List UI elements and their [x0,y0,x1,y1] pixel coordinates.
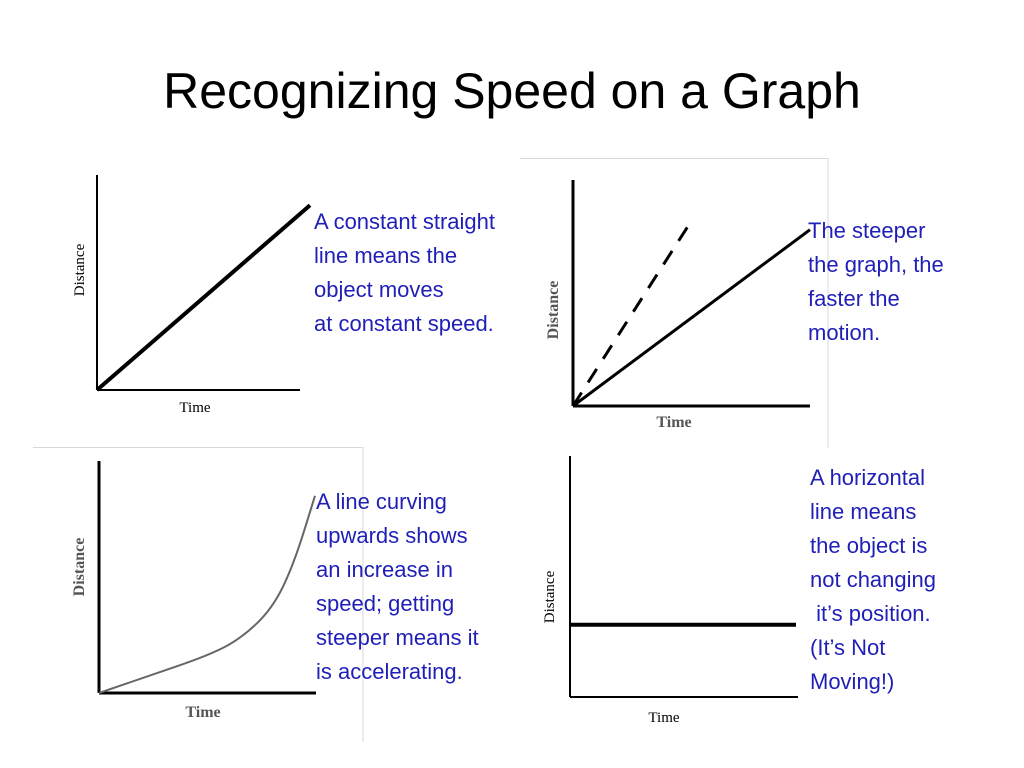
caption-line: line means [810,499,917,524]
y-axis-label: Distance [545,281,562,340]
caption-not-moving: A horizontal line means the object is no… [810,461,936,699]
dashed-distance-line [571,219,693,407]
caption-line: A line curving [316,489,447,514]
x-axis-label: Time [648,710,679,726]
x-axis-label: Time [656,414,691,431]
caption-steeper-faster: The steeper the graph, the faster the mo… [808,214,944,350]
distance-line [572,228,811,408]
y-axis-label: Distance [542,570,558,623]
caption-line: is accelerating. [316,659,463,684]
graph-not-moving: Time Distance [530,450,810,740]
caption-line: (It’s Not [810,635,886,660]
x-axis-label: Time [185,704,220,721]
caption-line: A constant straight [314,209,495,234]
caption-line: faster the [808,286,900,311]
caption-line: A horizontal [810,465,925,490]
caption-line: motion. [808,320,881,345]
caption-line: not changing [810,567,936,592]
graph-constant-speed: Time Distance [60,170,312,430]
slide-title: Recognizing Speed on a Graph [163,63,861,119]
caption-line: The steeper [808,218,926,243]
distance-curve [98,495,316,694]
distance-line [95,203,312,392]
caption-line: speed; getting [316,591,455,616]
caption-line: object moves [314,277,444,302]
caption-line: it’s position. [810,601,931,626]
caption-line: upwards shows [316,523,468,548]
caption-constant-speed: A constant straight line means the objec… [314,205,495,341]
caption-line: steeper means it [316,625,479,650]
y-axis-label: Distance [72,243,88,296]
x-axis-label: Time [179,400,210,416]
caption-line: at constant speed. [314,311,494,336]
caption-line: the object is [810,533,928,558]
y-axis-label: Distance [71,538,88,597]
caption-line: an increase in [316,557,453,582]
caption-line: Moving!) [810,669,895,694]
caption-accelerating: A line curving upwards shows an increase… [316,485,479,689]
graph-accelerating: Time Distance [33,447,365,742]
graph-steeper-faster: Time Distance [520,158,830,448]
caption-line: the graph, the [808,252,944,277]
caption-line: line means the [314,243,458,268]
